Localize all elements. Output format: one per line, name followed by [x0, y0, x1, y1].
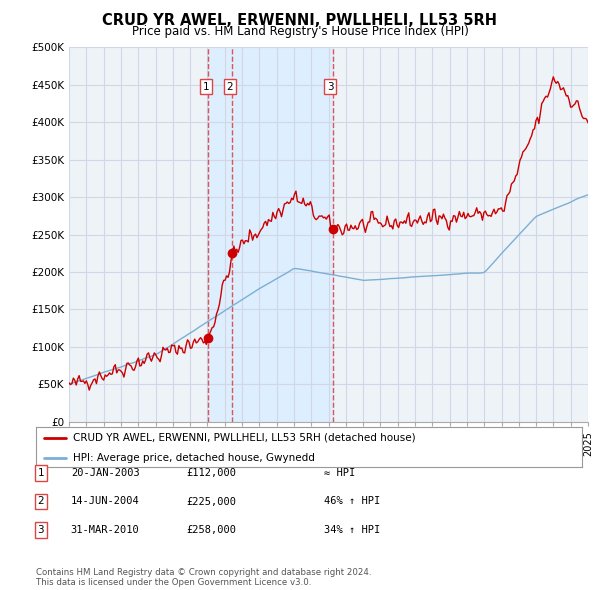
Text: 20-JAN-2003: 20-JAN-2003 [71, 468, 140, 478]
Text: 2: 2 [227, 81, 233, 91]
Text: 14-JUN-2004: 14-JUN-2004 [71, 497, 140, 506]
Text: ≈ HPI: ≈ HPI [324, 468, 355, 478]
Text: 31-MAR-2010: 31-MAR-2010 [71, 525, 140, 535]
Bar [208, 47, 333, 422]
Text: £225,000: £225,000 [186, 497, 236, 506]
Text: £258,000: £258,000 [186, 525, 236, 535]
Text: CRUD YR AWEL, ERWENNI, PWLLHELI, LL53 5RH (detached house): CRUD YR AWEL, ERWENNI, PWLLHELI, LL53 5R… [73, 433, 416, 443]
Text: 46% ↑ HPI: 46% ↑ HPI [324, 497, 380, 506]
Text: HPI: Average price, detached house, Gwynedd: HPI: Average price, detached house, Gwyn… [73, 453, 315, 463]
Text: 1: 1 [37, 468, 44, 478]
Text: Contains HM Land Registry data © Crown copyright and database right 2024.
This d: Contains HM Land Registry data © Crown c… [36, 568, 371, 587]
Text: CRUD YR AWEL, ERWENNI, PWLLHELI, LL53 5RH: CRUD YR AWEL, ERWENNI, PWLLHELI, LL53 5R… [103, 13, 497, 28]
Text: 3: 3 [327, 81, 334, 91]
Text: 3: 3 [37, 525, 44, 535]
Text: 1: 1 [202, 81, 209, 91]
Text: Price paid vs. HM Land Registry's House Price Index (HPI): Price paid vs. HM Land Registry's House … [131, 25, 469, 38]
Text: 34% ↑ HPI: 34% ↑ HPI [324, 525, 380, 535]
Text: 2: 2 [37, 497, 44, 506]
Text: £112,000: £112,000 [186, 468, 236, 478]
